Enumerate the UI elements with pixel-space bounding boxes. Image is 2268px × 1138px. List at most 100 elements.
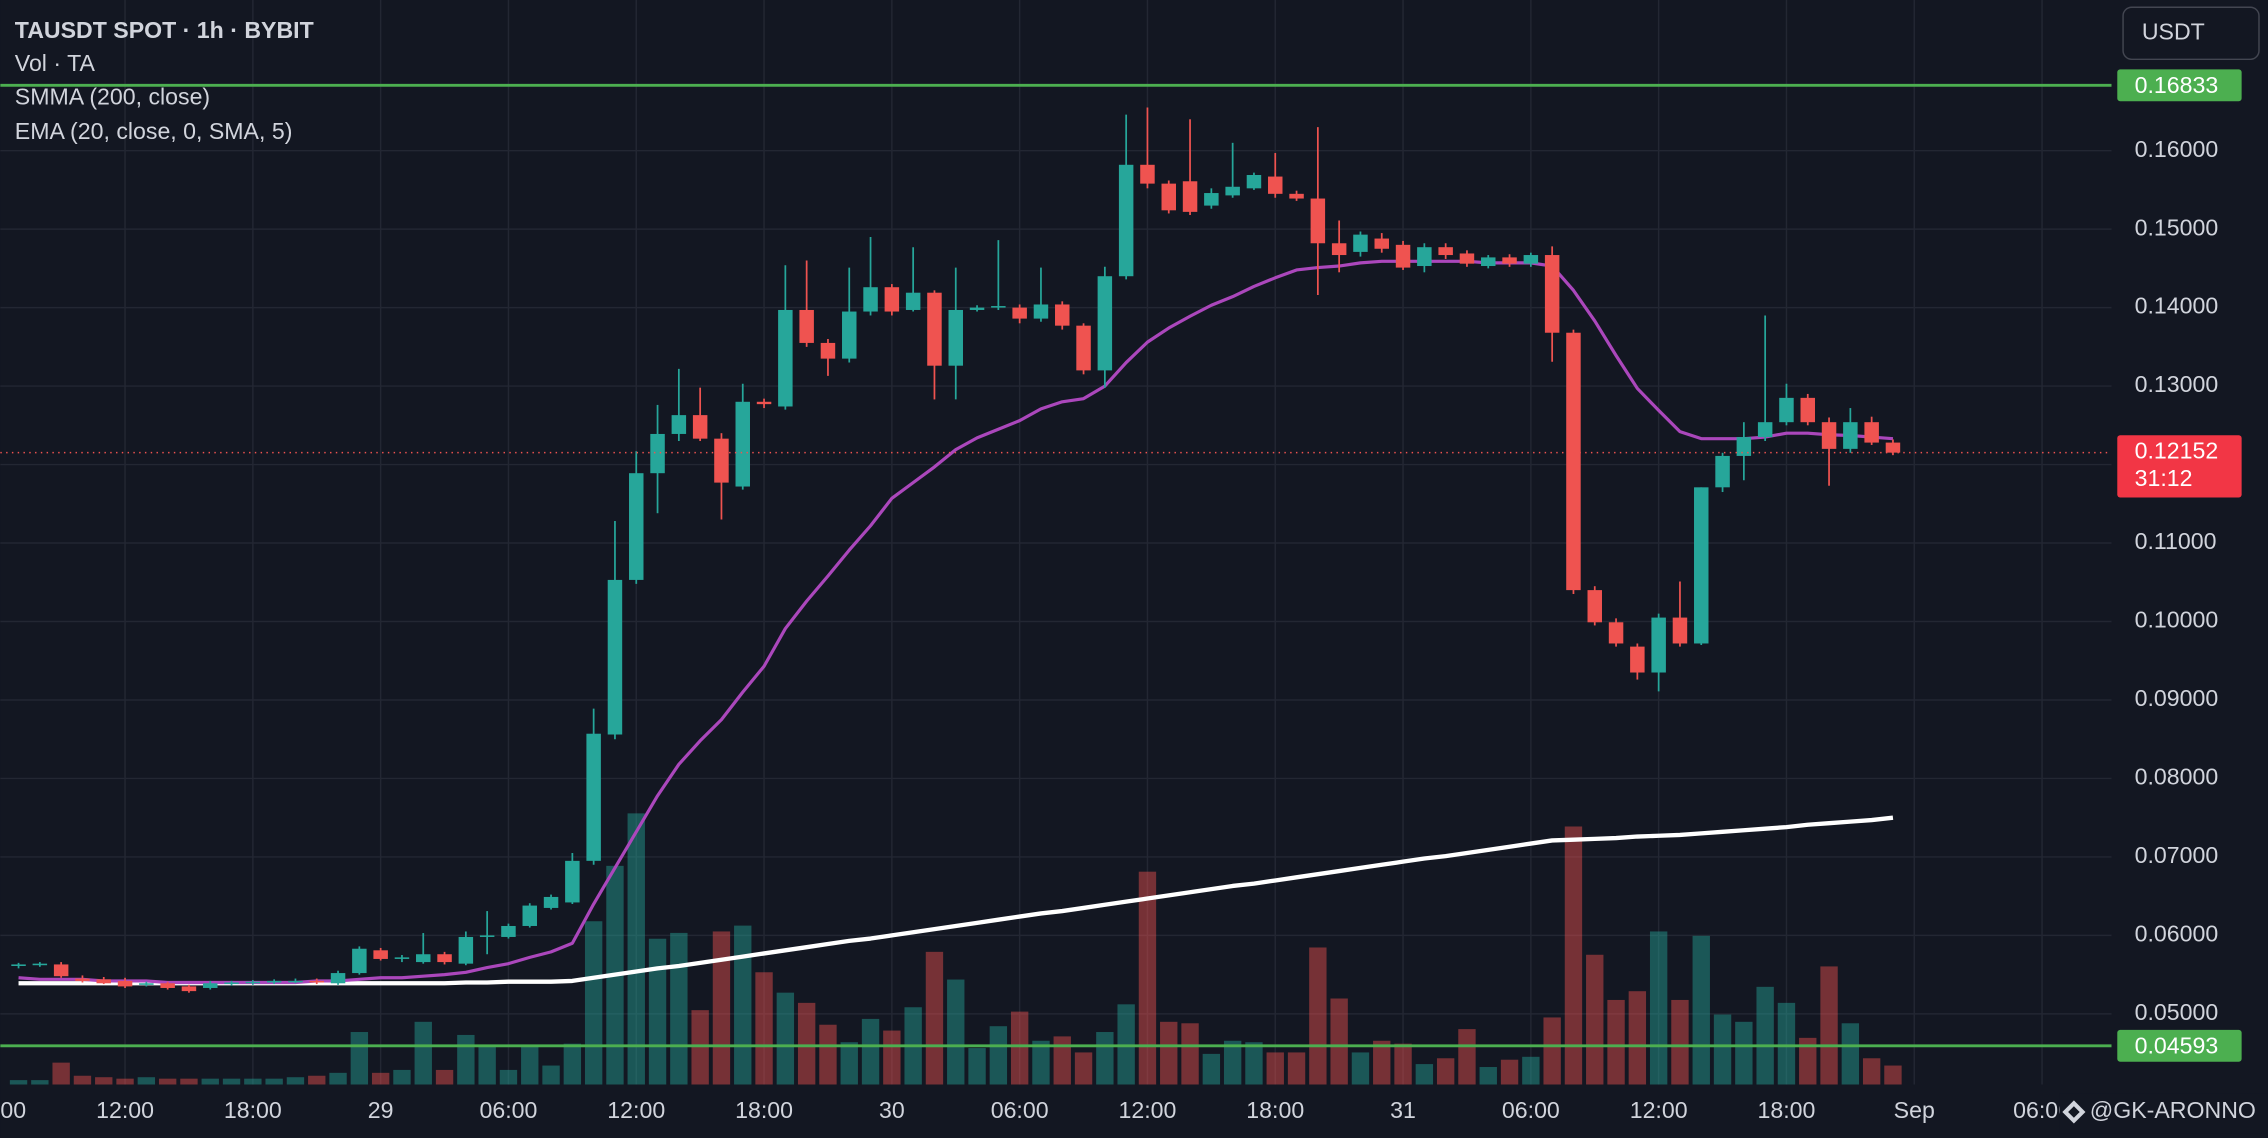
candle-body — [1204, 193, 1219, 206]
volume-bar — [1202, 1053, 1221, 1085]
watermark-text: @GK-ARONNO — [2090, 1097, 2256, 1123]
volume-bar — [861, 1018, 880, 1085]
last-price-tag — [2117, 435, 2242, 498]
x-tick-label: 18:00 — [735, 1097, 793, 1123]
candle-body — [245, 981, 261, 984]
candle-body — [1481, 257, 1496, 267]
candle-body — [1502, 257, 1517, 264]
candle-body — [799, 309, 814, 343]
volume-bar — [95, 1077, 113, 1085]
candle-body — [820, 342, 836, 359]
candle-body — [479, 935, 495, 937]
y-tick-label: 0.16000 — [2135, 136, 2219, 162]
volume-bar — [371, 1072, 390, 1085]
candle-body — [1885, 442, 1901, 453]
candle-body — [948, 309, 963, 366]
candle-body — [1694, 487, 1709, 644]
candle-body — [778, 309, 793, 407]
volume-bar — [691, 1010, 709, 1085]
button-label[interactable]: USDT — [2142, 18, 2205, 44]
candle-body — [1289, 193, 1304, 199]
candle-body — [266, 980, 282, 983]
volume-bar — [968, 1048, 986, 1085]
volume-bar — [1223, 1040, 1242, 1085]
candle-body — [1140, 164, 1155, 184]
volume-bar — [1010, 1011, 1029, 1085]
volume-bar — [31, 1080, 49, 1085]
candle-body — [32, 963, 48, 966]
volume-bar — [329, 1072, 347, 1085]
candle-body — [224, 982, 239, 985]
x-tick-label: 18:00 — [1246, 1097, 1304, 1123]
volume-bar — [1330, 998, 1348, 1085]
candle-body — [863, 287, 878, 312]
volume-bar — [1862, 1058, 1881, 1085]
volume-bar — [499, 1069, 518, 1085]
volume-bar — [1138, 871, 1157, 1085]
candle-body — [1225, 186, 1240, 196]
candle-body — [714, 438, 729, 483]
volume-bar — [840, 1042, 858, 1085]
candle-body — [1544, 255, 1560, 333]
candle-body — [692, 415, 708, 439]
volume-bar — [180, 1078, 198, 1085]
volume-bar — [883, 1030, 901, 1085]
x-tick-label: 12:00 — [607, 1097, 665, 1123]
x-tick-label: 12:00 — [96, 1097, 154, 1123]
candle-body — [139, 983, 154, 985]
volume-bar — [584, 921, 603, 1085]
volume-bar — [350, 1032, 369, 1085]
button-frame[interactable] — [2122, 6, 2260, 61]
x-tick-label: 06:00 — [991, 1097, 1049, 1123]
volume-bar — [1500, 1059, 1519, 1085]
candle-body — [1246, 174, 1262, 189]
volume-label: Vol · TA — [15, 50, 96, 76]
candle-body — [352, 948, 367, 974]
candle-body — [1779, 397, 1794, 423]
candle-body — [1843, 422, 1858, 449]
candle-body — [650, 433, 665, 474]
volume-bar — [1884, 1065, 1902, 1085]
volume-bar — [1777, 1002, 1796, 1085]
candle-body — [1459, 253, 1475, 264]
price-tag-label: 0.04593 — [2135, 1032, 2219, 1058]
candle-body — [1438, 247, 1453, 256]
candle-body — [437, 954, 452, 963]
volume-bar — [1628, 991, 1647, 1085]
candle-body — [1182, 181, 1198, 212]
volume-bar — [1820, 966, 1838, 1085]
y-tick-label: 0.09000 — [2135, 685, 2219, 711]
price-tag — [2117, 1029, 2242, 1062]
last-price-label: 0.12152 — [2135, 438, 2219, 464]
currency-button[interactable]: USDT — [2122, 6, 2260, 61]
grid — [0, 0, 2112, 1085]
volume-bar — [925, 951, 944, 1085]
candle-body — [160, 983, 175, 988]
legend-entry: EMA (20, close, 0, SMA, 5) — [15, 118, 293, 144]
candle-body — [330, 973, 346, 984]
volume-bar — [158, 1078, 177, 1085]
candle-body — [991, 306, 1006, 308]
y-tick-label: 0.05000 — [2135, 999, 2219, 1025]
volume-bar — [1692, 935, 1710, 1085]
volume-bar — [1245, 1042, 1263, 1085]
candle-layer — [11, 107, 1901, 993]
volume-bar — [1607, 999, 1625, 1085]
volume-bar — [989, 1026, 1008, 1085]
candle-body — [1800, 397, 1815, 423]
volume-bar — [648, 938, 667, 1085]
volume-bar — [286, 1077, 305, 1085]
volume-bar — [1096, 1032, 1114, 1085]
candle-body — [458, 936, 474, 964]
volume-bar — [1522, 1056, 1540, 1085]
candle-body — [565, 860, 580, 903]
volume-bar — [1756, 986, 1774, 1085]
volume-bar — [1074, 1052, 1093, 1085]
price-tag — [2117, 69, 2242, 102]
volume-bar — [670, 932, 688, 1085]
candle-body — [1076, 325, 1091, 371]
candle-body — [607, 579, 623, 735]
